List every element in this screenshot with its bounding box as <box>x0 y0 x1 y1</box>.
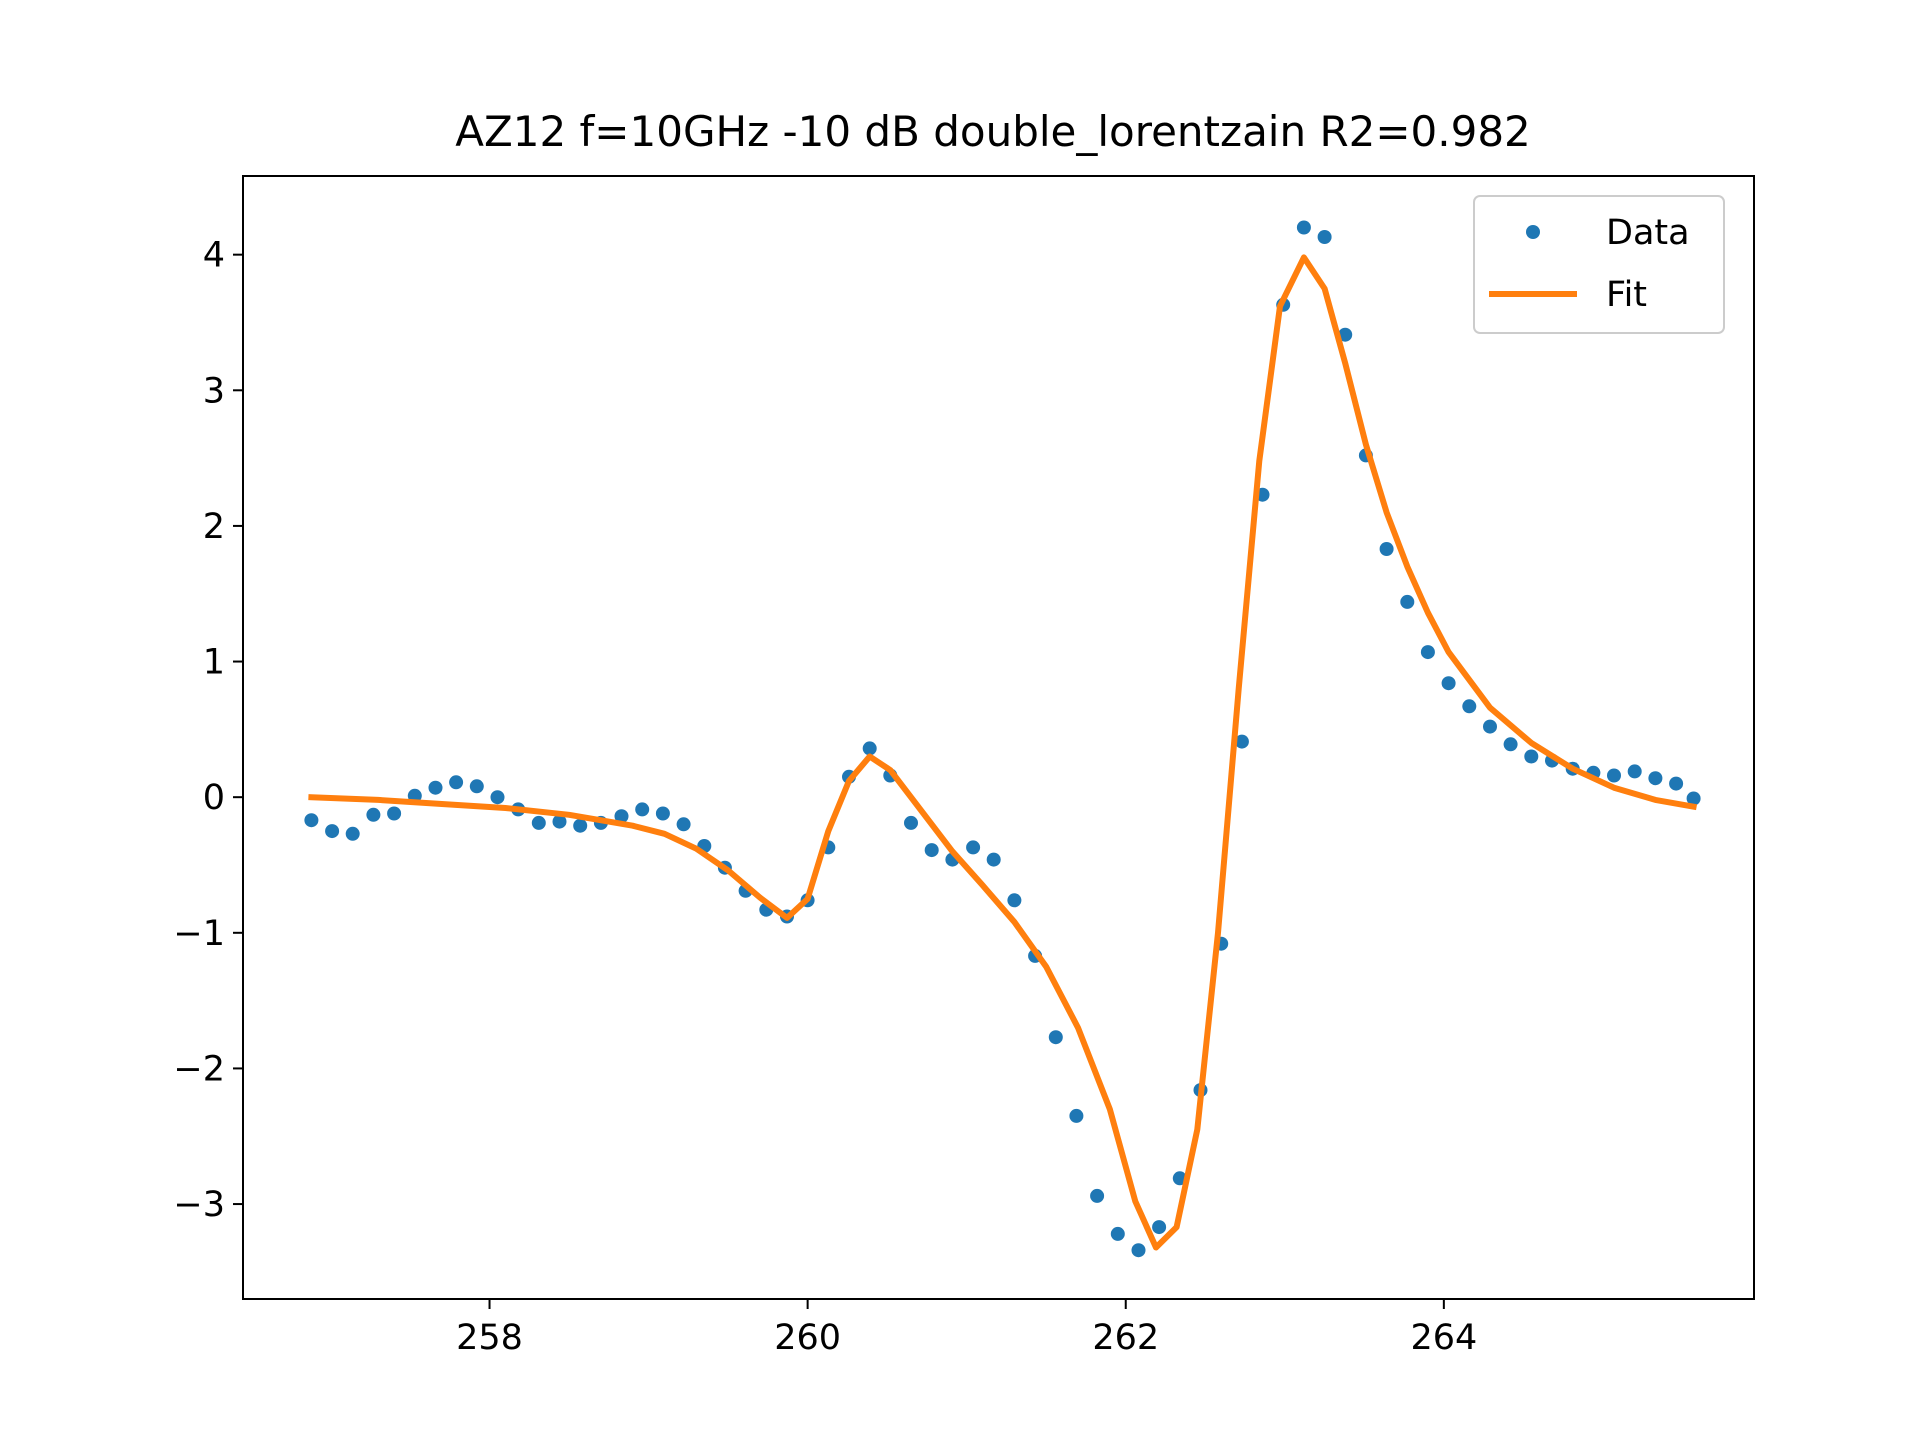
data-point <box>1007 893 1022 908</box>
legend-data-label: Data <box>1606 213 1690 253</box>
data-point <box>1152 1220 1167 1235</box>
data-point <box>635 802 650 817</box>
data-point <box>325 824 340 839</box>
data-point <box>1131 1243 1146 1258</box>
data-point <box>924 843 939 858</box>
data-point <box>1441 676 1456 691</box>
data-point <box>1503 737 1518 752</box>
data-point <box>1338 327 1353 342</box>
data-point <box>1420 645 1435 660</box>
data-point <box>1296 220 1311 235</box>
data-point <box>986 852 1001 867</box>
data-point <box>531 815 546 830</box>
data-point <box>904 815 918 830</box>
legend-data-marker <box>1526 225 1540 239</box>
chart-title: AZ12 f=10GHz -10 dB double_lorentzain R2… <box>455 107 1531 156</box>
axes: 258 260 262 264 −3 −2 −1 0 1 2 3 4 <box>173 175 1755 1358</box>
legend: Data Fit <box>1473 195 1725 334</box>
data-point <box>428 780 443 795</box>
data-point <box>1686 791 1701 806</box>
y-tick-label: 2 <box>203 507 225 547</box>
data-point <box>469 779 484 794</box>
data-point <box>304 813 319 828</box>
y-tick-label: −1 <box>173 914 225 954</box>
data-point <box>1400 594 1415 609</box>
data-point <box>1483 719 1497 734</box>
data-point <box>862 741 877 756</box>
data-point <box>366 807 381 822</box>
data-point <box>1627 764 1642 779</box>
data-point <box>1048 1030 1063 1045</box>
data-point <box>1234 734 1249 749</box>
data-point <box>1317 230 1332 244</box>
plot-content <box>304 220 1701 1258</box>
y-tick-label: −3 <box>173 1185 225 1225</box>
y-tick-label: −2 <box>173 1049 225 1089</box>
data-point <box>1607 768 1621 783</box>
plot-area <box>304 220 1701 1258</box>
legend-fit-label: Fit <box>1606 275 1647 315</box>
x-tick-label: 264 <box>1410 1318 1477 1358</box>
data-point <box>552 814 567 829</box>
data-point <box>614 809 629 824</box>
fit-line <box>308 254 1698 1251</box>
data-point <box>1379 542 1394 556</box>
x-tick-label: 262 <box>1092 1318 1159 1358</box>
data-point <box>1069 1108 1084 1123</box>
x-tick-label: 260 <box>774 1318 841 1358</box>
data-point <box>1090 1188 1105 1203</box>
data-point <box>490 790 505 805</box>
data-point <box>345 826 360 841</box>
y-tick-label: 3 <box>203 371 225 411</box>
data-point <box>655 806 670 821</box>
data-point <box>387 806 402 821</box>
data-point <box>1110 1226 1125 1241</box>
data-point <box>1648 771 1663 786</box>
data-point <box>1462 699 1477 714</box>
y-tick-label: 1 <box>203 643 225 683</box>
axes-frame <box>242 175 1755 1300</box>
x-tick-label: 258 <box>456 1318 523 1358</box>
y-tick-label: 0 <box>203 778 225 818</box>
data-point <box>966 840 981 855</box>
data-point <box>676 817 691 832</box>
data-point <box>1524 749 1539 764</box>
y-tick-label: 4 <box>203 236 225 276</box>
data-point <box>573 818 588 833</box>
data-point <box>1669 776 1684 791</box>
data-point <box>449 775 464 790</box>
